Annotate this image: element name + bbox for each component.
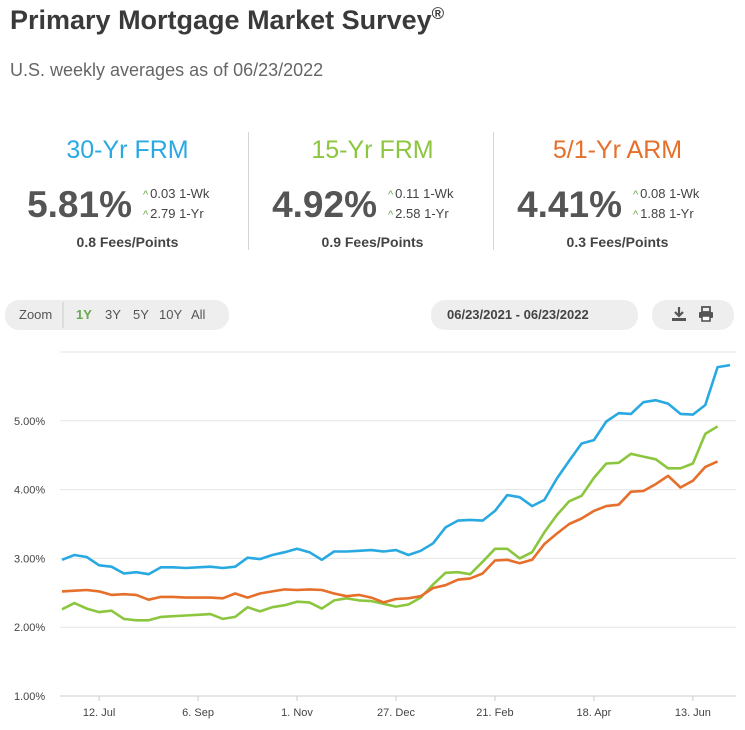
zoom-3y-button[interactable]: 3Y (105, 307, 121, 322)
stat-fees: 0.8 Fees/Points (76, 234, 179, 250)
stat-rate: 5.81% (27, 184, 132, 225)
up-arrow-icon: ^ (143, 189, 149, 201)
plot-area (60, 352, 736, 696)
series-lines (61, 363, 731, 622)
series-line-30yr-frm (61, 363, 731, 576)
x-tick-label: 12. Jul (83, 707, 115, 719)
x-tick-label: 18. Apr (576, 707, 611, 719)
zoom-selected-highlight (62, 302, 64, 328)
zoom-label: Zoom (19, 307, 53, 322)
stat-5-1yr-arm: 5/1-Yr ARM 4.41% ^ 0.08 1-Wk ^ 1.88 1-Yr 0… (495, 128, 740, 258)
print-icon[interactable] (696, 304, 716, 324)
registered-mark: ® (431, 4, 445, 23)
y-tick-label: 1.00% (14, 691, 45, 703)
rate-chart: 1.00%2.00%3.00%4.00%5.00% 12. Jul 6. Sep 1… (14, 351, 736, 719)
stat-name: 5/1-Yr ARM (552, 136, 683, 164)
stat-yearly-change: ^ 1.88 1-Yr (633, 206, 694, 221)
export-bar (652, 300, 734, 330)
x-tick-label: 1. Nov (281, 707, 313, 719)
stat-yearly-change: ^ 2.58 1-Yr (388, 206, 449, 221)
page-title: Primary Mortgage Market Survey® (10, 4, 445, 35)
x-tick-label: 27. Dec (377, 707, 415, 719)
y-tick-label: 3.00% (14, 553, 45, 565)
stat-divider (248, 132, 249, 250)
zoom-10y-button[interactable]: 10Y (159, 307, 183, 322)
stat-name: 30-Yr FRM (66, 136, 189, 164)
y-axis: 1.00% 2.00% 3.00% 4.00% 5.00% (14, 416, 45, 703)
x-tick-label: 13. Jun (675, 707, 711, 719)
stat-weekly-change: ^ 0.11 1-Wk (388, 186, 454, 201)
series-line-5-1yr-arm (61, 460, 719, 604)
zoom-bar (5, 300, 229, 330)
stat-divider (493, 132, 494, 250)
stat-yearly-change: ^ 2.79 1-Yr (143, 206, 204, 221)
up-arrow-icon: ^ (633, 209, 639, 221)
zoom-1y-button[interactable]: 1Y (76, 307, 92, 322)
up-arrow-icon: ^ (633, 189, 639, 201)
date-range-text: 06/23/2021 - 06/23/2022 (447, 307, 589, 322)
stat-weekly-change: ^ 0.08 1-Wk (633, 186, 700, 201)
y-tick-label: 2.00% (14, 622, 45, 634)
zoom-all-button[interactable]: All (191, 307, 206, 322)
up-arrow-icon: ^ (388, 189, 394, 201)
grid-lines (60, 351, 736, 697)
up-arrow-icon: ^ (143, 209, 149, 221)
x-tick-label: 6. Sep (182, 707, 214, 719)
date-range-pill[interactable] (431, 300, 638, 330)
stat-15yr-frm: 15-Yr FRM 4.92% ^ 0.11 1-Wk ^ 2.58 1-Yr 0.… (250, 128, 495, 258)
stat-fees: 0.3 Fees/Points (566, 234, 669, 250)
up-arrow-icon: ^ (388, 209, 394, 221)
stat-30yr-frm: 30-Yr FRM 5.81% ^ 0.03 1-Wk ^ 2.79 1-Yr 0.… (5, 128, 250, 258)
page-subtitle: U.S. weekly averages as of 06/23/2022 (10, 60, 324, 80)
y-tick-label: 5.00% (14, 416, 45, 428)
stat-fees: 0.9 Fees/Points (321, 234, 424, 250)
stat-name: 15-Yr FRM (311, 136, 434, 164)
y-tick-label: 4.00% (14, 485, 45, 497)
x-tick-label: 21. Feb (476, 707, 513, 719)
stat-rate: 4.92% (272, 184, 377, 225)
stat-rate: 4.41% (517, 184, 622, 225)
series-line-15yr-frm (61, 425, 719, 622)
stat-weekly-change: ^ 0.03 1-Wk (143, 186, 210, 201)
zoom-5y-button[interactable]: 5Y (133, 307, 149, 322)
x-axis: 12. Jul 6. Sep 1. Nov 27. Dec 21. Feb 18. Apr… (83, 696, 711, 719)
download-icon[interactable] (669, 304, 689, 324)
